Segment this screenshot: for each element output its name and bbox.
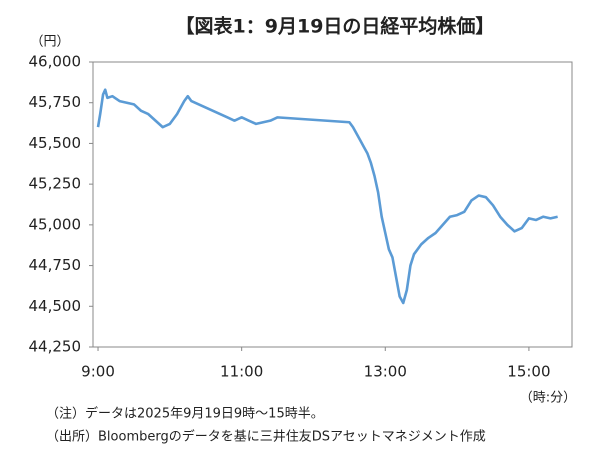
y-tick-label: 45,500 bbox=[29, 134, 82, 152]
y-tick-label: 45,250 bbox=[29, 175, 82, 193]
note: （注）データは2025年9月19日9時～15時半。 bbox=[46, 406, 324, 422]
chart-title: 【図表1：9月19日の日経平均株価】 bbox=[176, 15, 495, 38]
y-tick-label: 44,500 bbox=[29, 297, 82, 315]
note: （出所）Bloombergのデータを基に三井住友DSアセットマネジメント作成 bbox=[46, 429, 486, 445]
x-tick-label: 11:00 bbox=[220, 363, 263, 381]
line-series bbox=[96, 88, 558, 305]
y-tick-label: 46,000 bbox=[29, 53, 82, 71]
y-unit: （円） bbox=[30, 35, 69, 50]
x-tick-label: 13:00 bbox=[364, 363, 407, 381]
y-tick-label: 44,750 bbox=[29, 256, 82, 274]
y-tick-label: 45,750 bbox=[29, 93, 82, 111]
y-tick-label: 44,250 bbox=[29, 338, 82, 356]
x-tick-label: 9:00 bbox=[81, 363, 115, 381]
y-tick-label: 45,000 bbox=[29, 215, 82, 233]
x-tick-label: 15:00 bbox=[507, 363, 550, 381]
x-unit: （時:分） bbox=[520, 391, 576, 406]
plot-frame bbox=[92, 61, 573, 348]
